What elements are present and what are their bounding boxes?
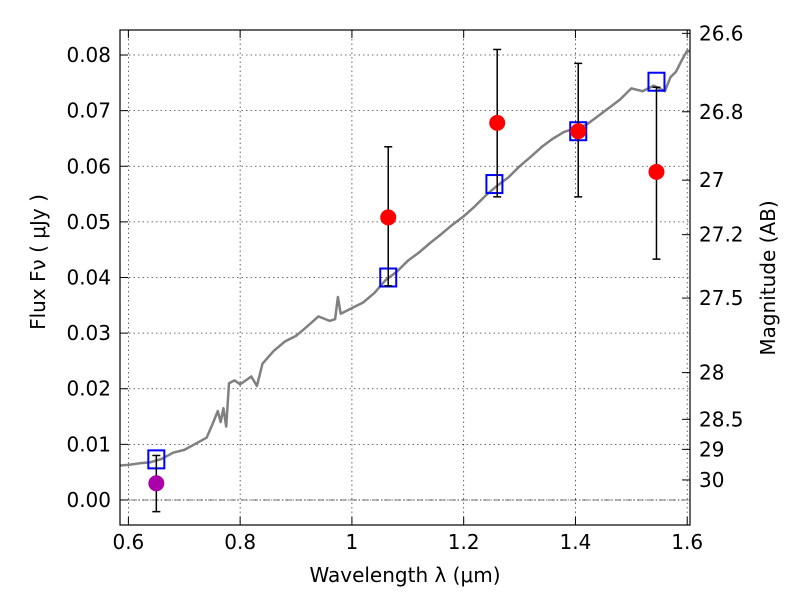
y-tick-label: 0.08 <box>66 43 111 67</box>
spectrum-line <box>119 49 691 467</box>
y-tick-label: 0.04 <box>66 266 111 290</box>
y2-tick-label: 29 <box>699 437 724 461</box>
y-tick-label: 0.05 <box>66 210 111 234</box>
y-tick-label: 0.03 <box>66 321 111 345</box>
observed-point <box>489 114 506 131</box>
x-tick-label: 1.6 <box>671 530 703 554</box>
observed-point <box>570 123 587 140</box>
grid-layer <box>120 30 690 525</box>
x-tick-label: 1.2 <box>448 530 480 554</box>
model-photometry-square <box>485 174 504 195</box>
x-axis-label: Wavelength λ (μm) <box>309 563 500 587</box>
tick-layer: 0.6 0.8 1 1.2 1.4 1.6 0.00 0.01 0.02 0.03 0.04 0.05… <box>66 21 743 554</box>
y2-tick-label: 26.6 <box>699 21 744 45</box>
observed-point <box>648 163 665 180</box>
y2-axis-label: Magnitude (AB) <box>756 200 780 355</box>
y2-tick-label: 28 <box>699 361 724 385</box>
x-tick-label: 0.6 <box>112 530 144 554</box>
y-tick-label: 0.01 <box>66 432 111 456</box>
y2-tick-label: 30 <box>699 468 724 492</box>
y-axis-label: Flux Fν ( μJy ) <box>26 194 50 330</box>
y-tick-label: 0.07 <box>66 99 111 123</box>
observed-point <box>148 475 165 492</box>
y2-tick-label: 27.5 <box>699 286 744 310</box>
y-tick-label: 0.06 <box>66 154 111 178</box>
y2-tick-label: 28.5 <box>699 407 744 431</box>
x-tick-label: 1.4 <box>560 530 592 554</box>
series-layer <box>119 48 691 513</box>
y2-tick-label: 26.8 <box>699 100 744 124</box>
x-tick-label: 1 <box>346 530 359 554</box>
y2-tick-label: 27.2 <box>699 223 744 247</box>
observed-point <box>380 209 397 226</box>
y-tick-label: 0.02 <box>66 377 111 401</box>
x-tick-label: 0.8 <box>224 530 256 554</box>
y2-tick-label: 27 <box>699 168 724 192</box>
y-tick-label: 0.00 <box>66 488 111 512</box>
